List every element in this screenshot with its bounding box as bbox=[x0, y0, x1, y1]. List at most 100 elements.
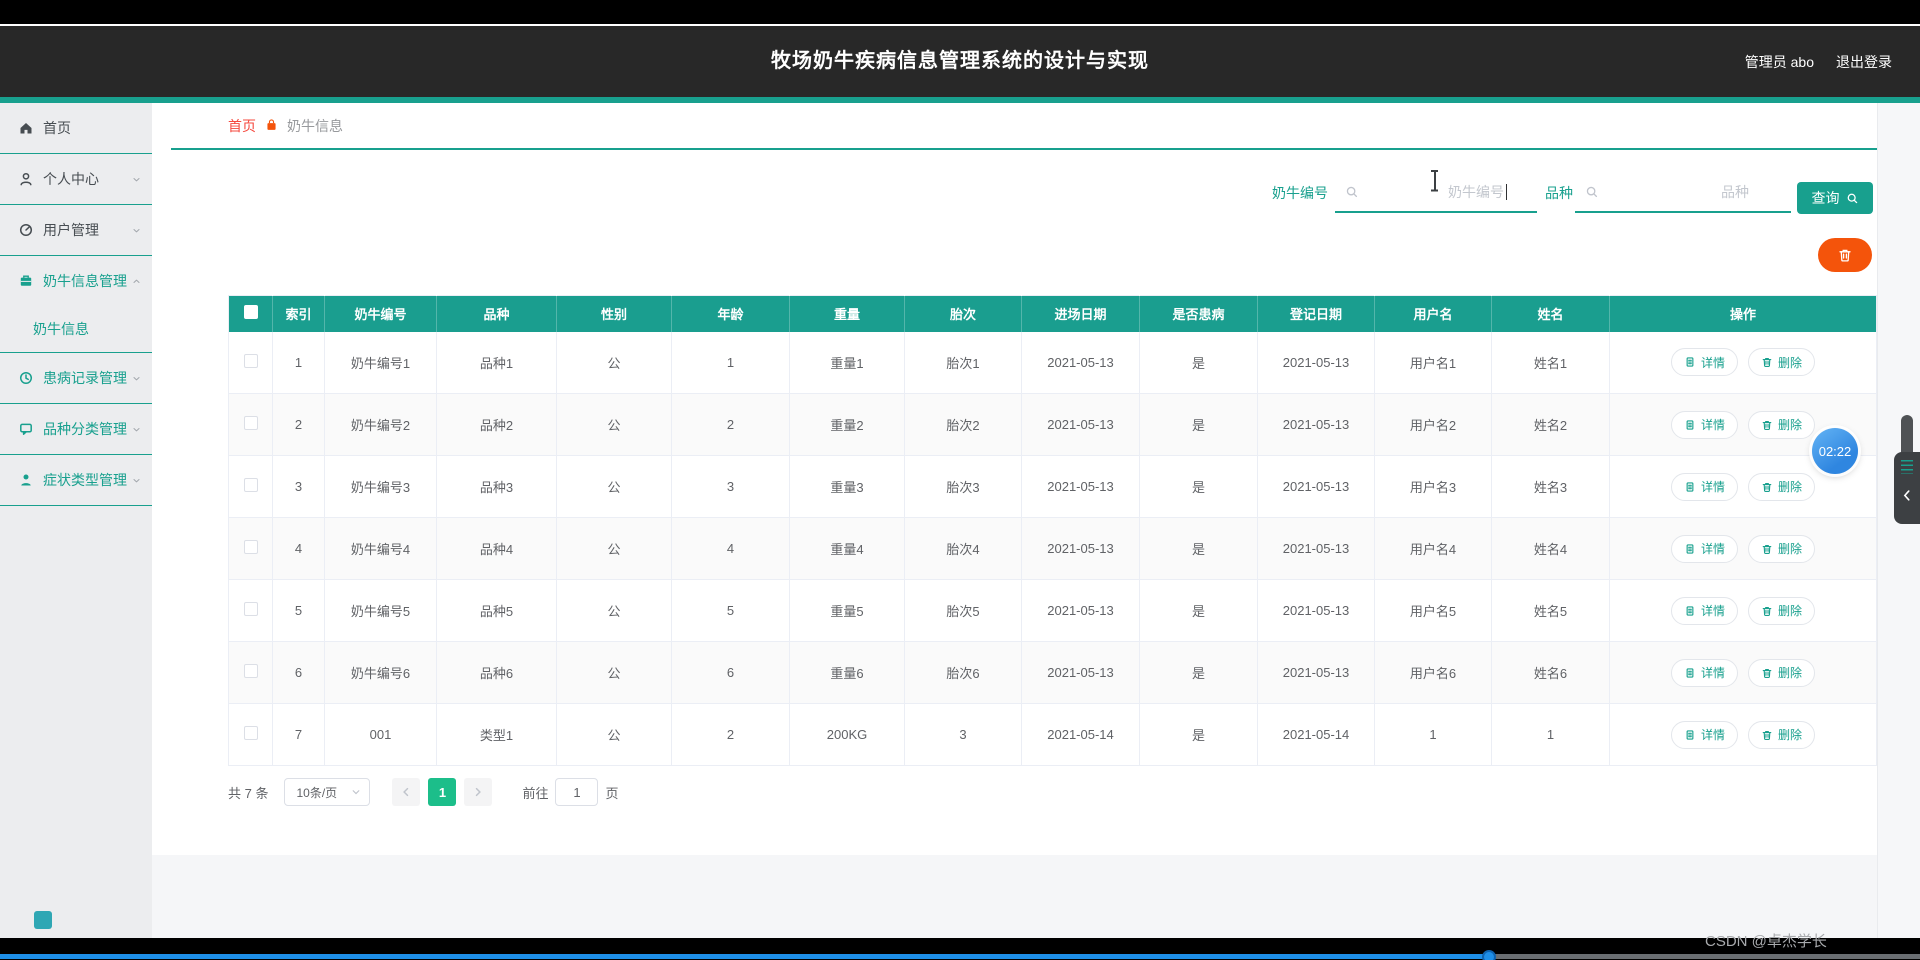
table-cell: 是 bbox=[1139, 455, 1258, 518]
sidebar-item-label: 用户管理 bbox=[43, 222, 99, 238]
detail-button[interactable]: 详情 bbox=[1670, 720, 1738, 749]
cow-id-search-input[interactable]: 奶牛编号 bbox=[1335, 173, 1537, 213]
breadcrumb-home[interactable]: 首页 bbox=[228, 117, 256, 134]
sidebar-subitem-cow-info[interactable]: 奶牛信息 bbox=[33, 321, 89, 337]
sidebar-item-cow-info-management[interactable]: 奶牛信息管理 bbox=[0, 256, 152, 306]
table-cell: 奶牛编号5 bbox=[324, 579, 437, 642]
table-cell: 公 bbox=[556, 641, 672, 704]
breadcrumb: 首页 奶牛信息 bbox=[171, 103, 1877, 150]
table-cell: 公 bbox=[556, 517, 672, 580]
table-cell: 3 bbox=[671, 455, 790, 518]
page-size-select[interactable]: 10条/页 bbox=[284, 778, 371, 806]
table-cell: 2021-05-14 bbox=[1021, 703, 1140, 766]
sidebar-item-profile[interactable]: 个人中心 bbox=[0, 154, 152, 204]
table-cell: 奶牛编号6 bbox=[324, 641, 437, 704]
current-user-label[interactable]: 管理员 abo bbox=[1744, 53, 1814, 70]
logout-link[interactable]: 退出登录 bbox=[1836, 53, 1892, 70]
row-actions-cell: 详情 删除 bbox=[1609, 641, 1877, 704]
table-cell: 是 bbox=[1139, 393, 1258, 456]
breed-search-input[interactable]: 品种 bbox=[1575, 173, 1791, 213]
table-cell: 重量5 bbox=[789, 579, 905, 642]
content: 奶牛编号 奶牛编号 品种 品种 查询 bbox=[152, 152, 1877, 938]
table-row: 2 奶牛编号2 品种2 公 2 重量2 胎次2 2021-05-13 是 2021-05-13 用户… bbox=[228, 393, 1877, 456]
query-button[interactable]: 查询 bbox=[1797, 182, 1873, 214]
sidebar-item-disease-record-management[interactable]: 患病记录管理 bbox=[0, 353, 152, 403]
row-select-cell bbox=[228, 455, 273, 518]
goto-label: 前往 bbox=[522, 785, 549, 801]
row-checkbox[interactable] bbox=[243, 602, 258, 616]
delete-button[interactable]: 删除 bbox=[1748, 472, 1816, 501]
chevron-right-icon bbox=[472, 786, 484, 798]
table-cell: 2021-05-13 bbox=[1021, 455, 1140, 518]
table-cell: 姓名5 bbox=[1491, 579, 1610, 642]
delete-button[interactable]: 删除 bbox=[1748, 658, 1816, 687]
column-header: 重量 bbox=[789, 295, 905, 332]
trash-icon bbox=[1761, 356, 1773, 368]
row-checkbox[interactable] bbox=[243, 540, 258, 554]
detail-button[interactable]: 详情 bbox=[1670, 658, 1738, 687]
column-header: 年龄 bbox=[671, 295, 790, 332]
table-cell: 重量6 bbox=[789, 641, 905, 704]
delete-button[interactable]: 删除 bbox=[1748, 534, 1816, 563]
goto-page-input[interactable]: 1 bbox=[555, 778, 599, 806]
chevron-down-icon bbox=[131, 475, 142, 486]
table-cell: 重量2 bbox=[789, 393, 905, 456]
delete-button[interactable]: 删除 bbox=[1748, 348, 1816, 377]
sidebar-item-symptom-type-management[interactable]: 症状类型管理 bbox=[0, 455, 152, 505]
column-header: 进场日期 bbox=[1021, 295, 1140, 332]
row-checkbox[interactable] bbox=[243, 416, 258, 430]
table-cell: 7 bbox=[272, 703, 325, 766]
table-cell: 品种5 bbox=[436, 579, 557, 642]
column-header: 登记日期 bbox=[1257, 295, 1375, 332]
sidebar-item-breed-category-management[interactable]: 品种分类管理 bbox=[0, 404, 152, 454]
video-progress-bar[interactable] bbox=[0, 938, 1920, 960]
page-number-active[interactable]: 1 bbox=[428, 778, 457, 806]
detail-button[interactable]: 详情 bbox=[1670, 472, 1738, 501]
sidebar: 首页个人中心用户管理奶牛信息管理奶牛信息患病记录管理 品种分类管理 症状类型管理 bbox=[0, 103, 152, 938]
row-select-cell bbox=[228, 517, 273, 580]
row-checkbox[interactable] bbox=[243, 478, 258, 492]
table-cell: 3 bbox=[272, 455, 325, 518]
row-checkbox[interactable] bbox=[243, 726, 258, 740]
detail-button[interactable]: 详情 bbox=[1670, 410, 1738, 439]
sidebar-item-user-management[interactable]: 用户管理 bbox=[0, 205, 152, 255]
detail-button[interactable]: 详情 bbox=[1670, 534, 1738, 563]
table-cell: 4 bbox=[272, 517, 325, 580]
table-cell: 用户名5 bbox=[1374, 579, 1492, 642]
column-header: 索引 bbox=[272, 295, 325, 332]
total-count-label: 共 7 条 bbox=[228, 785, 269, 801]
sidebar-group: 患病记录管理 bbox=[0, 353, 152, 404]
sidebar-item-home[interactable]: 首页 bbox=[0, 103, 152, 153]
panel-toggle-tab[interactable] bbox=[1894, 452, 1920, 524]
table-cell: 胎次4 bbox=[904, 517, 1022, 580]
prev-page-button[interactable] bbox=[392, 778, 421, 806]
table-cell: 品种1 bbox=[436, 331, 557, 394]
table-cell: 品种3 bbox=[436, 455, 557, 518]
recording-timer-badge[interactable]: 02:22 bbox=[1812, 428, 1858, 474]
delete-button[interactable]: 删除 bbox=[1748, 410, 1816, 439]
player-mini-icon[interactable] bbox=[34, 911, 52, 929]
sidebar-item-label: 个人中心 bbox=[43, 171, 99, 187]
batch-delete-button[interactable] bbox=[1818, 238, 1872, 272]
clock-icon bbox=[18, 370, 34, 386]
sidebar-group: 用户管理 bbox=[0, 205, 152, 256]
table-cell: 公 bbox=[556, 703, 672, 766]
detail-button[interactable]: 详情 bbox=[1670, 348, 1738, 377]
next-page-button[interactable] bbox=[464, 778, 493, 806]
select-all-checkbox[interactable] bbox=[243, 305, 258, 320]
delete-button[interactable]: 删除 bbox=[1748, 720, 1816, 749]
row-checkbox[interactable] bbox=[243, 664, 258, 678]
chevron-up-icon bbox=[131, 276, 142, 287]
table-cell: 5 bbox=[671, 579, 790, 642]
trash-icon bbox=[1761, 729, 1773, 741]
delete-button[interactable]: 删除 bbox=[1748, 596, 1816, 625]
detail-button[interactable]: 详情 bbox=[1670, 596, 1738, 625]
table-cell: 用户名1 bbox=[1374, 331, 1492, 394]
row-checkbox[interactable] bbox=[243, 353, 258, 368]
column-header: 姓名 bbox=[1491, 295, 1610, 332]
document-icon bbox=[1684, 356, 1696, 368]
app-title: 牧场奶牛疾病信息管理系统的设计与实现 bbox=[771, 50, 1149, 72]
briefcase-icon bbox=[18, 273, 34, 289]
progress-handle[interactable] bbox=[1482, 949, 1496, 960]
table-cell: 用户名4 bbox=[1374, 517, 1492, 580]
